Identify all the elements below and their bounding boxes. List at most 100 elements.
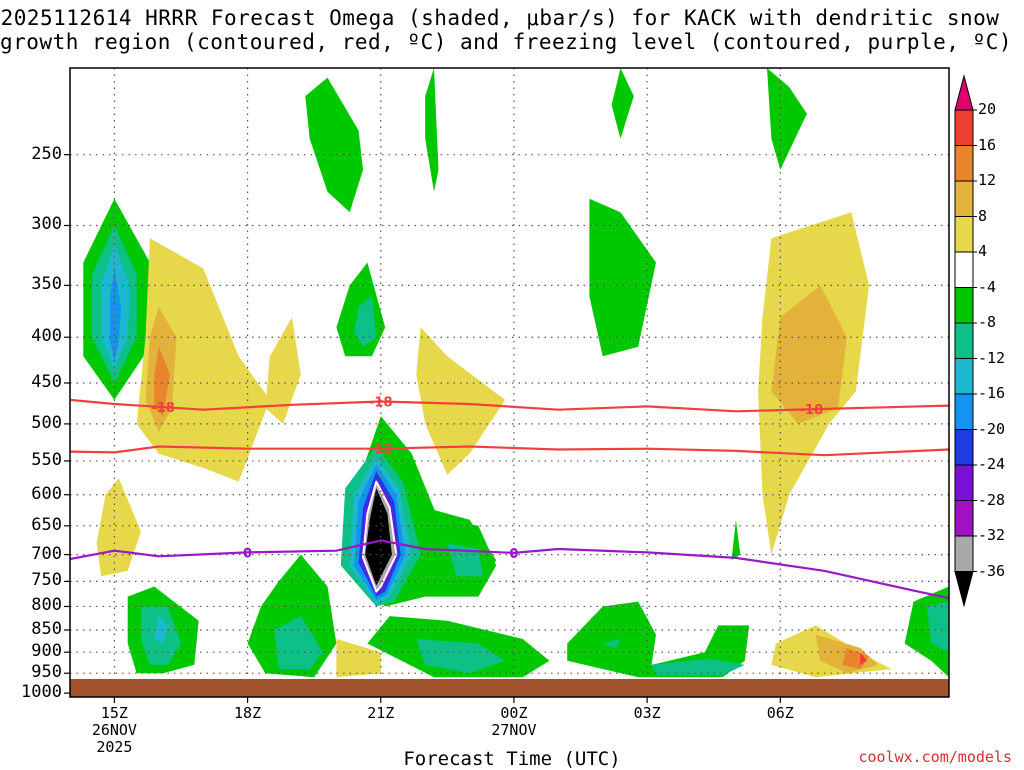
omega-region-43: [842, 647, 870, 670]
colorbar-swatch-7: [954, 322, 974, 359]
pressure-label-850: 850: [31, 619, 62, 639]
omega-region-44: [860, 652, 867, 665]
chart-title-line2: growth region (contoured, red, ºC) and f…: [0, 30, 1013, 54]
omega-region-10: [425, 68, 439, 192]
omega-region-35: [651, 658, 745, 676]
omega-region-22: [416, 639, 506, 674]
omega-region-17: [274, 616, 323, 670]
omega-region-37: [767, 68, 807, 170]
colorbar-swatch-5: [954, 251, 974, 288]
pressure-label-700: 700: [31, 543, 62, 564]
chart-title-line1: 2025112614 HRRR Forecast Omega (shaded, …: [0, 6, 1000, 30]
colorbar-swatch-13: [954, 535, 974, 572]
colorbar-label-4: 4: [978, 242, 988, 260]
dgz-contour-label-1-0: -12: [369, 443, 393, 458]
pressure-label-950: 950: [31, 662, 62, 683]
time-label-main: 00Z: [500, 704, 528, 722]
time-label-1: 18Z: [203, 705, 293, 722]
omega-region-32: [589, 198, 656, 357]
colorbar-swatch-6: [954, 287, 974, 324]
time-label-4: 03Z: [602, 705, 692, 722]
colorbar-label-3: 8: [978, 206, 988, 225]
pressure-label-350: 350: [31, 274, 62, 295]
time-label-main: 03Z: [633, 704, 661, 722]
colorbar-label-11: -28: [978, 490, 1006, 509]
colorbar-label-10: -24: [978, 455, 1006, 473]
omega-region-8: [96, 478, 141, 577]
colorbar-swatch-1: [954, 109, 974, 146]
colorbar-bottom-arrow: [954, 571, 974, 608]
omega-region-38: [731, 519, 741, 561]
pressure-label-900: 900: [31, 641, 62, 662]
time-label-3: 00Z 27NOV: [469, 705, 559, 739]
time-label-main: 15Z: [100, 704, 128, 722]
colorbar-label-12: -32: [978, 526, 1006, 544]
omega-region-36: [602, 639, 621, 648]
time-label-sub: 26NOV: [91, 721, 137, 739]
colorbar-swatch-3: [954, 180, 974, 217]
dgz-contour-0: [70, 398, 949, 413]
time-label-5: 06Z: [735, 705, 825, 722]
pressure-label-600: 600: [31, 483, 62, 504]
colorbar-swatch-9: [954, 393, 974, 430]
pressure-label-400: 400: [31, 326, 62, 347]
colorbar-label-8: -16: [978, 384, 1006, 402]
colorbar-swatch-8: [954, 358, 974, 395]
time-label-main: 06Z: [766, 704, 794, 722]
x-axis-title: Forecast Time (UTC): [403, 748, 621, 770]
time-label-sub: 27NOV: [491, 721, 537, 739]
omega-region-9: [305, 77, 363, 213]
source-credit: coolwx.com/models: [858, 748, 1012, 766]
colorbar-label-1: 16: [978, 135, 997, 154]
omega-region-19: [416, 327, 506, 475]
omega-region-40: [771, 285, 847, 424]
omega-region-46: [926, 601, 949, 653]
pressure-label-300: 300: [31, 214, 62, 235]
pressure-label-500: 500: [31, 412, 62, 433]
colorbar-swatch-11: [954, 464, 974, 501]
colorbar-swatch-4: [954, 216, 974, 253]
freezing-contour-0: [70, 539, 949, 600]
dgz-contour-1: [70, 445, 949, 457]
colorbar-swatch-2: [954, 145, 974, 182]
pressure-label-650: 650: [31, 514, 62, 535]
dgz-contour-label-0-0: -18: [151, 401, 175, 416]
freezing-contour-label-0-0: 0: [243, 546, 252, 561]
colorbar-label-13: -36: [978, 561, 1006, 580]
pressure-label-800: 800: [31, 595, 62, 616]
pressure-label-750: 750: [31, 570, 62, 591]
pressure-label-550: 550: [31, 449, 62, 470]
omega-region-34: [567, 601, 750, 678]
time-label-main: 21Z: [367, 704, 395, 722]
colorbar-label-6: -8: [978, 313, 997, 331]
omega-region-4: [136, 238, 270, 482]
colorbar-label-0: 20: [978, 100, 997, 118]
dgz-contour-label-0-2: -18: [800, 403, 824, 418]
omega-region-18: [336, 639, 381, 678]
plot-area: -18 -18 -18 -12 0 0: [70, 68, 949, 697]
omega-region-29: [365, 488, 392, 586]
pressure-label-450: 450: [31, 371, 62, 392]
colorbar-label-2: 12: [978, 171, 997, 189]
colorbar-top-arrow: [954, 74, 974, 111]
pressure-label-1000: 1000: [21, 682, 62, 703]
colorbar-swatch-12: [954, 500, 974, 537]
chart-title: 2025112614 HRRR Forecast Omega (shaded, …: [0, 6, 1013, 54]
pressure-label-250: 250: [31, 143, 62, 164]
time-label-0: 15Z 26NOV 2025: [69, 705, 159, 756]
time-label-main: 18Z: [234, 704, 262, 722]
time-label-2: 21Z: [336, 705, 426, 722]
colorbar-swatch-10: [954, 429, 974, 466]
omega-region-33: [611, 68, 634, 139]
colorbar-label-7: -12: [978, 348, 1006, 367]
freezing-contour-label-0-1: 0: [509, 547, 518, 562]
omega-region-12: [354, 296, 377, 347]
omega-region-3: [110, 268, 122, 361]
colorbar-label-9: -20: [978, 419, 1006, 438]
omega-region-7: [265, 317, 301, 424]
omega-region-6: [154, 346, 170, 417]
time-label-sub: 2025: [96, 738, 133, 756]
dgz-contour-label-0-1: -18: [369, 396, 393, 411]
colorbar-label-5: -4: [978, 277, 997, 296]
